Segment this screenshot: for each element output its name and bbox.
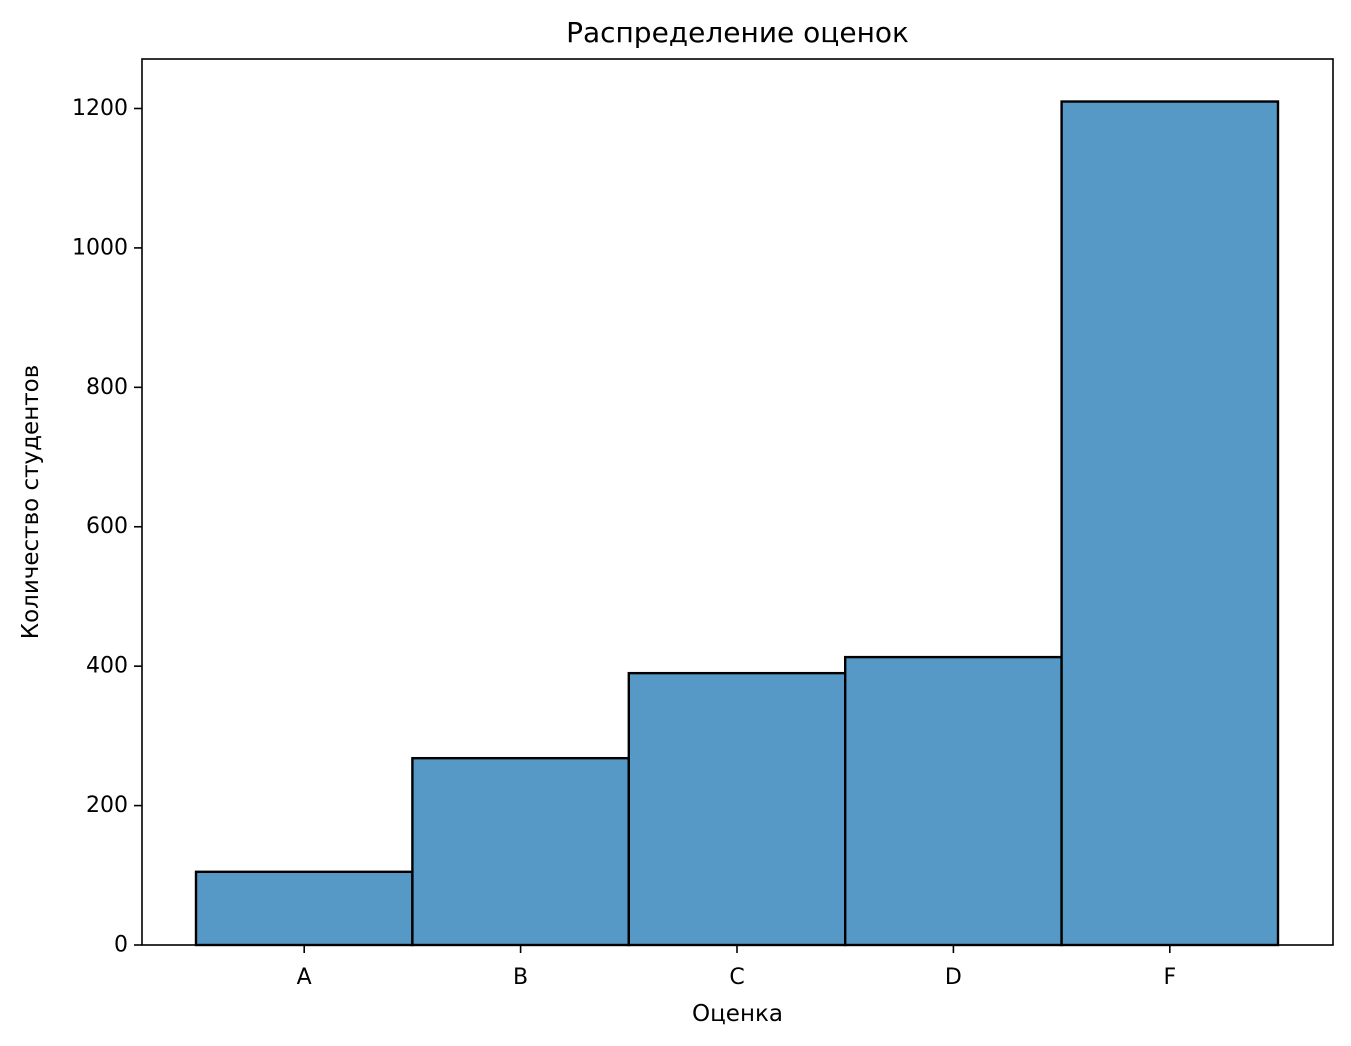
y-axis-label: Количество студентов (18, 365, 44, 640)
bar-b (411, 756, 630, 947)
x-tick-label-a: A (297, 965, 312, 990)
bar-a (194, 870, 414, 947)
x-axis-label: Оценка (692, 1001, 783, 1027)
y-tick-label: 200 (86, 793, 128, 818)
y-tick-label: 400 (86, 654, 128, 679)
bar-f (1060, 100, 1280, 947)
x-tick-label-f: F (1163, 965, 1176, 990)
chart-title: Распределение оценок (566, 16, 909, 49)
x-tick-label-c: C (729, 965, 744, 990)
bar-d (844, 655, 1063, 947)
y-tick-label: 1000 (72, 235, 128, 260)
bar-c (627, 671, 847, 947)
x-tick-label-b: B (513, 965, 528, 990)
y-tick-label: 600 (86, 514, 128, 539)
y-axis: 0 200 400 600 800 1000 1200 (72, 96, 142, 958)
x-tick-label-d: D (945, 965, 962, 990)
y-tick-label: 800 (86, 375, 128, 400)
y-tick-label: 1200 (72, 96, 128, 121)
y-tick-label: 0 (114, 933, 128, 958)
bars-group (194, 100, 1280, 947)
